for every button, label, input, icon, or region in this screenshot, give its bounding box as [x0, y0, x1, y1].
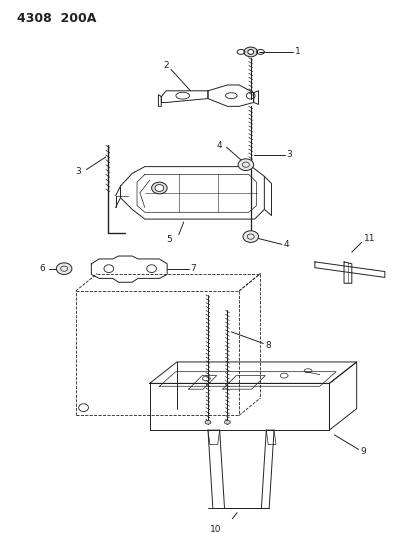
Text: 4: 4: [216, 141, 222, 150]
Text: 4308  200A: 4308 200A: [17, 12, 97, 26]
Text: 1: 1: [294, 47, 299, 56]
Text: 3: 3: [286, 150, 292, 159]
Text: 7: 7: [190, 264, 196, 273]
Text: 4: 4: [283, 240, 289, 249]
Ellipse shape: [237, 159, 253, 171]
Ellipse shape: [224, 421, 230, 424]
Text: 6: 6: [39, 264, 45, 273]
Ellipse shape: [242, 231, 258, 243]
Text: 9: 9: [360, 447, 366, 456]
Ellipse shape: [247, 50, 253, 54]
Ellipse shape: [204, 421, 210, 424]
Ellipse shape: [154, 184, 164, 191]
Text: 3: 3: [75, 167, 81, 176]
Text: 10: 10: [209, 524, 221, 533]
Text: 2: 2: [163, 61, 169, 70]
Text: 8: 8: [265, 341, 271, 350]
Ellipse shape: [56, 263, 72, 274]
Text: 5: 5: [166, 235, 171, 244]
Ellipse shape: [243, 47, 257, 57]
Ellipse shape: [151, 182, 167, 194]
Text: 11: 11: [363, 234, 374, 243]
